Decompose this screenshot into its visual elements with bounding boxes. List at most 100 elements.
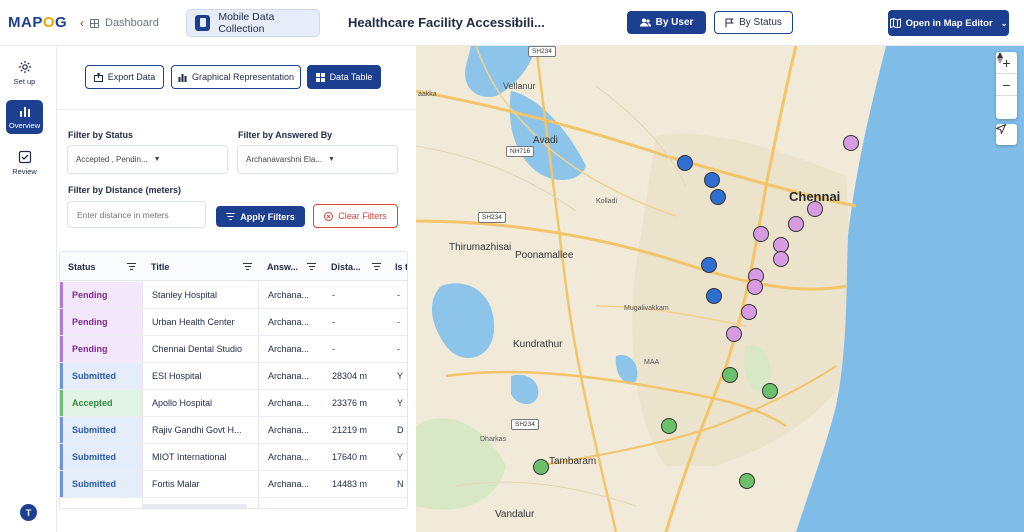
chevron-down-icon: ⌄ [1000,18,1008,28]
map-marker-submitted[interactable] [710,189,726,205]
table-row[interactable]: Pending Stanley Hospital Archana... - - [60,282,407,309]
status-badge: Accepted [60,390,142,416]
open-map-editor-button[interactable]: Open in Map Editor ⌄ [888,10,1009,36]
map-marker-accepted[interactable] [533,459,549,475]
column-header-answered[interactable]: Answ... [259,252,322,281]
column-header-is-t[interactable]: Is t [388,252,408,281]
map-marker-pending[interactable] [753,226,769,242]
map-label-avadi: Avadi [533,135,558,146]
rail-item-label: Set up [13,77,36,86]
filter-status-select[interactable]: Accepted , Pendin... ▼ [67,145,228,174]
table-row[interactable]: Pending Urban Health Center Archana... - - [60,309,407,336]
map-label-vandalur: Vandalur [495,509,535,520]
by-status-label: By Status [739,17,782,28]
map-marker-submitted[interactable] [701,257,717,273]
map-marker-accepted[interactable] [661,418,677,434]
clear-filters-button[interactable]: Clear Filters [313,204,398,228]
map-marker-accepted[interactable] [722,367,738,383]
compass-button[interactable] [996,52,1017,118]
map-marker-submitted[interactable] [677,155,693,171]
rail-item-setup[interactable]: Set up [6,60,43,86]
status-badge: Pending [60,336,142,362]
filter-icon[interactable] [243,263,252,270]
rail-item-overview[interactable]: Overview [6,100,43,134]
map-marker-accepted[interactable] [762,383,778,399]
filter-icon[interactable] [307,263,316,270]
apply-filters-button[interactable]: Apply Filters [216,206,305,227]
map-marker-pending[interactable] [747,279,763,295]
status-badge: Pending [60,282,142,308]
cell-distance: 28304 m [332,371,368,381]
map-label-aakka: aakka [418,91,437,98]
map-label-kolladi: Kolladi [596,198,618,205]
map-marker-pending[interactable] [726,326,742,342]
table-row[interactable]: Submitted MIOT International Archana... 176… [60,444,407,471]
map-marker-submitted[interactable] [704,172,720,188]
map-marker-pending[interactable] [741,304,757,320]
rail-item-review[interactable]: Review [6,150,43,176]
table-row[interactable]: Submitted Fortis Malar Archana... 14483 m N [60,471,407,498]
map-marker-pending[interactable] [807,201,823,217]
by-status-button[interactable]: By Status [714,11,793,34]
filter-icon[interactable] [127,263,136,270]
map-marker-submitted[interactable] [706,288,722,304]
filter-answered-value: Archanavarshni Ela... [246,155,323,164]
table-row[interactable]: Accepted Apollo Hospital Archana... 23376 m… [60,390,407,417]
cell-title: Rajiv Gandhi Govt H... [152,425,242,435]
checkbox-icon [18,150,31,164]
data-table-button[interactable]: Data Table [307,65,381,89]
column-header-label: Answ... [267,261,299,272]
column-header-label: Is t [395,261,408,272]
logo[interactable]: MAPOG [8,14,68,31]
map-base [416,46,1024,532]
cell-answered: Archana... [268,317,310,327]
map-marker-pending[interactable] [773,251,789,267]
status-badge: Submitted [60,444,142,470]
column-header-title[interactable]: Title [143,252,258,281]
table-row[interactable]: Submitted ESI Hospital Archana... 28304 m Y [60,363,407,390]
graphical-representation-button[interactable]: Graphical Representation [171,65,301,89]
map-icon [889,18,901,28]
locate-button[interactable] [996,124,1017,145]
column-header-label: Dista... [331,261,361,272]
filter-status-value: Accepted , Pendin... [76,155,148,164]
filter-answered-select[interactable]: Archanavarshni Ela... ▼ [237,145,398,174]
horizontal-scrollbar[interactable] [142,504,247,508]
zoom-out-button[interactable]: − [996,74,1017,96]
back-to-dashboard[interactable]: ‹ Dashboard [80,12,159,34]
table-header: Status Title Answ... Dista... Is t [60,252,407,281]
cell-answered: Archana... [268,452,310,462]
column-header-distance[interactable]: Dista... [323,252,387,281]
cell-title: Stanley Hospital [152,290,218,300]
map-view[interactable]: Vellanur Avadi aakka Chennai Kolladi Thi… [416,46,1024,532]
cell-ist: - [397,317,400,327]
apply-filters-label: Apply Filters [240,211,295,222]
clear-filters-label: Clear Filters [338,211,387,221]
cell-ist: Y [397,398,404,408]
chevron-right-icon[interactable]: › [514,14,519,29]
zoom-in-button[interactable]: + [996,52,1017,74]
open-map-editor-label: Open in Map Editor [905,17,993,29]
table-row[interactable]: Submitted Rajiv Gandhi Govt H... Archana..… [60,417,407,444]
export-data-button[interactable]: Export Data [85,65,164,89]
column-divider [258,281,259,508]
table-row[interactable]: Pending Chennai Dental Studio Archana... - - [60,336,407,363]
rail-item-label: Overview [8,121,41,130]
map-marker-pending[interactable] [843,135,859,151]
data-table: Status Title Answ... Dista... Is t Pendi… [59,251,408,509]
column-header-status[interactable]: Status [60,252,142,281]
filter-icon [226,213,236,220]
map-marker-accepted[interactable] [739,473,755,489]
panel-divider [58,109,416,110]
flag-icon [725,18,734,27]
module-tab[interactable]: Mobile Data Collection [186,9,320,37]
map-marker-pending[interactable] [788,216,804,232]
gear-icon [18,61,31,73]
map-label-maa: MAA [644,359,660,366]
by-user-button[interactable]: By User [627,11,706,34]
status-badge: Pending [60,309,142,335]
distance-input[interactable] [67,201,206,228]
avatar[interactable]: T [20,504,37,521]
filter-icon[interactable] [372,263,381,270]
data-table-label: Data Table [329,72,373,82]
